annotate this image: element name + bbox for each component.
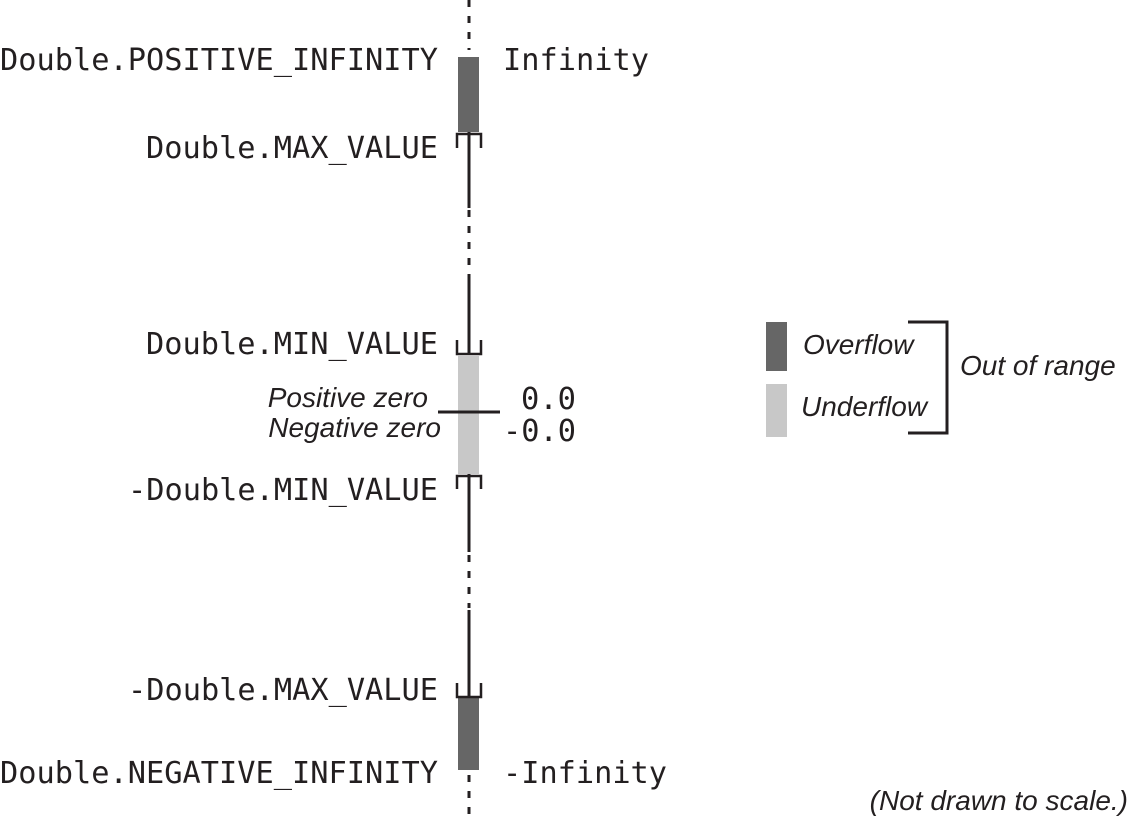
- label-positive-infinity: Double.POSITIVE_INFINITY: [0, 43, 438, 78]
- label-min-value: Double.MIN_VALUE: [146, 327, 438, 362]
- label-neg-infinity: -Infinity: [503, 756, 667, 791]
- label-neg-max-value: -Double.MAX_VALUE: [128, 673, 438, 708]
- label-neg-zero: -0.0: [503, 414, 576, 449]
- legend-out-of-range-label: Out of range: [960, 350, 1116, 381]
- legend: Overflow Underflow Out of range: [766, 320, 1116, 437]
- underflow-region: [458, 356, 479, 474]
- label-negative-zero: Negative zero: [268, 412, 441, 443]
- label-negative-infinity: Double.NEGATIVE_INFINITY: [0, 756, 438, 791]
- range-brackets: [455, 132, 483, 699]
- overflow-region-negative: [458, 696, 479, 770]
- label-neg-min-value: -Double.MIN_VALUE: [128, 473, 438, 508]
- overflow-region-positive: [458, 57, 479, 132]
- not-to-scale-note: (Not drawn to scale.): [870, 785, 1128, 816]
- label-zero: 0.0: [521, 382, 576, 417]
- legend-underflow-swatch: [766, 384, 787, 437]
- legend-bracket: [908, 320, 949, 435]
- label-infinity: Infinity: [503, 43, 649, 78]
- legend-overflow-swatch: [766, 322, 787, 371]
- label-max-value: Double.MAX_VALUE: [146, 131, 438, 166]
- label-positive-zero: Positive zero: [268, 382, 428, 413]
- legend-overflow-label: Overflow: [803, 329, 915, 360]
- legend-underflow-label: Underflow: [801, 391, 929, 422]
